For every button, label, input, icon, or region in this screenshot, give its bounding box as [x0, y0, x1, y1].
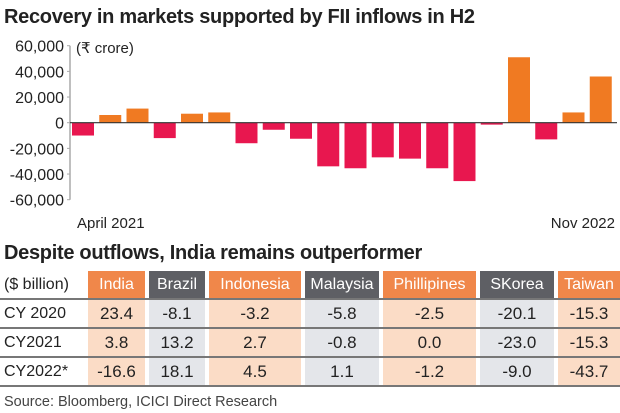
bar-jul-2022 [480, 122, 503, 125]
y-tick-label: 40,000 [15, 64, 64, 81]
chart-title: Recovery in markets supported by FII inf… [4, 6, 475, 28]
cell-india: 23.4 [88, 298, 145, 328]
bar-apr-2022 [399, 122, 421, 159]
cell-malaysia: -5.8 [305, 298, 379, 328]
unit-header: ($ billion) [4, 275, 69, 293]
cell-india: 3.8 [88, 327, 145, 357]
bar-aug-2021 [181, 113, 203, 123]
table-title: Despite outflows, India remains outperfo… [4, 242, 422, 264]
column-gap [379, 298, 383, 328]
y-tick-label: -60,000 [10, 193, 64, 210]
fii-flows-table: ($ billion) India Brazil Indonesia Malaysia P… [0, 271, 620, 387]
cell-brazil: -8.1 [149, 298, 205, 328]
y-tick-label: 0 [55, 116, 64, 133]
column-gap [379, 271, 383, 299]
column-gap [301, 298, 305, 328]
cell-malaysia: 1.1 [305, 356, 379, 387]
bar-feb-2022 [344, 122, 367, 169]
column-gap [379, 356, 383, 387]
y-tick-label: 60,000 [15, 39, 64, 56]
table-row: CY 2020 23.4 -8.1 -3.2 -5.8 -2.5 -20.1 -15.3 [0, 298, 620, 328]
bar-dec-2021 [290, 122, 312, 139]
cell-brazil: 18.1 [149, 356, 205, 387]
column-gap [301, 327, 305, 357]
cell-phillipines: -2.5 [383, 298, 476, 328]
cell-skorea: -20.1 [480, 298, 554, 328]
bar-jan-2022 [317, 122, 340, 167]
column-gap [554, 298, 558, 328]
bar-oct-2022 [562, 112, 585, 123]
bar-chart: 60,000 40,000 20,000 0 -20,000 -40,000 -60,000… [10, 39, 617, 232]
cell-taiwan: -15.3 [558, 298, 620, 328]
bar-nov-2021 [262, 122, 285, 130]
column-gap [301, 271, 305, 299]
bars [72, 57, 612, 182]
x-end-label: Nov 2022 [551, 215, 615, 232]
cell-phillipines: 0.0 [383, 327, 476, 357]
table-row: CY2022* -16.6 18.1 4.5 1.1 -1.2 -9.0 -43.7 [0, 356, 620, 387]
cell-indonesia: 2.7 [209, 327, 301, 357]
cell-skorea: -23.0 [480, 327, 554, 357]
column-gap [145, 356, 149, 387]
column-header-taiwan: Taiwan [558, 271, 620, 299]
column-header-brazil: Brazil [149, 271, 205, 299]
column-header-malaysia: Malaysia [305, 271, 379, 299]
cell-india: -16.6 [88, 356, 145, 387]
column-gap [205, 356, 209, 387]
column-gap [301, 356, 305, 387]
x-start-label: April 2021 [77, 215, 145, 232]
cell-skorea: -9.0 [480, 356, 554, 387]
cell-malaysia: -0.8 [305, 327, 379, 357]
column-gap [554, 271, 558, 299]
column-header-india: India [88, 271, 145, 299]
source-note: Source: Bloomberg, ICICI Direct Research [4, 394, 278, 410]
bar-apr-2021 [72, 122, 94, 136]
bar-sep-2022 [535, 122, 558, 140]
cell-indonesia: 4.5 [209, 356, 301, 387]
bar-jul-2021 [153, 122, 176, 139]
column-gap [379, 327, 383, 357]
column-gap [145, 327, 149, 357]
bar-aug-2022 [508, 57, 530, 123]
column-gap [476, 356, 480, 387]
y-tick-label: 20,000 [15, 90, 64, 107]
bar-nov-2022 [589, 76, 612, 123]
bar-may-2021 [99, 115, 122, 123]
bar-jun-2022 [453, 122, 476, 182]
bar-mar-2022 [371, 122, 394, 158]
column-gap [554, 356, 558, 387]
cell-brazil: 13.2 [149, 327, 205, 357]
column-gap [476, 327, 480, 357]
bar-jun-2021 [126, 108, 149, 123]
column-gap [205, 327, 209, 357]
row-label: CY 2020 [0, 298, 88, 328]
y-tick-label: -20,000 [10, 141, 64, 158]
bar-sep-2021 [208, 112, 231, 123]
bar-oct-2021 [235, 122, 258, 144]
row-label: CY2021 [0, 327, 88, 357]
column-header-indonesia: Indonesia [209, 271, 301, 299]
y-tick-label: -40,000 [10, 167, 64, 184]
cell-taiwan: -15.3 [558, 327, 620, 357]
column-header-phillipines: Phillipines [383, 271, 476, 299]
column-gap [554, 327, 558, 357]
cell-indonesia: -3.2 [209, 298, 301, 328]
table-row: CY2021 3.8 13.2 2.7 -0.8 0.0 -23.0 -15.3 [0, 327, 620, 357]
column-gap [476, 271, 480, 299]
column-gap [205, 298, 209, 328]
column-gap [145, 298, 149, 328]
y-axis: 60,000 40,000 20,000 0 -20,000 -40,000 -60,000 [10, 39, 71, 210]
bar-may-2022 [426, 122, 449, 169]
cell-phillipines: -1.2 [383, 356, 476, 387]
unit-label: (₹ crore) [76, 40, 134, 57]
column-gap [205, 271, 209, 299]
cell-taiwan: -43.7 [558, 356, 620, 387]
column-header-skorea: SKorea [480, 271, 554, 299]
column-gap [145, 271, 149, 299]
column-gap [476, 298, 480, 328]
row-label: CY2022* [0, 356, 88, 387]
